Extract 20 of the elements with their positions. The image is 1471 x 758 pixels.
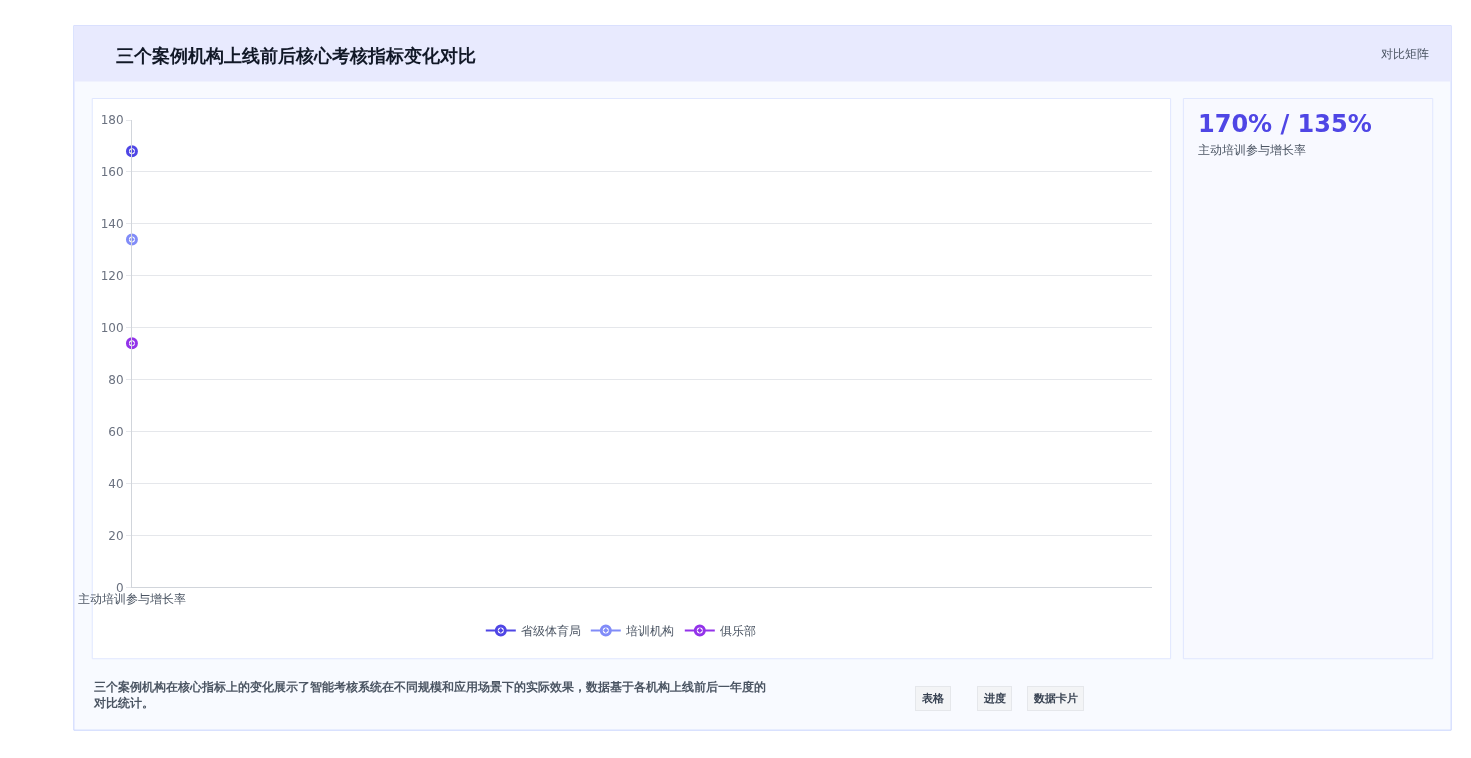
text: 对比矩阵 — [1381, 47, 1429, 61]
text: 三个案例机构在核心指标上的变化展示了智能考核系统在不同规模和应用场景下的实际效果，数据基于各机构上线前后一年度的对比统计。 — [93, 680, 766, 710]
y-tick-label: 120 — [100, 269, 124, 284]
text: 数据卡片 — [1033, 692, 1078, 705]
y-tick-label: 60 — [108, 424, 124, 439]
y-tick-label: 180 — [100, 113, 124, 128]
y-tick-label: 40 — [108, 476, 124, 491]
y-tick-label: 160 — [100, 165, 124, 180]
text: 三个案例机构上线前后核心考核指标变化对比 — [116, 45, 476, 66]
legend-label: 省级体育局 — [520, 624, 581, 639]
text: 170% / 135% — [1198, 110, 1372, 138]
text: 主动培训参与增长率 — [1198, 143, 1306, 157]
y-tick-label: 100 — [100, 320, 124, 335]
y-tick-label: 20 — [108, 528, 124, 543]
y-tick-label: 80 — [108, 372, 124, 387]
legend-label: 俱乐部 — [719, 624, 756, 639]
text: 进度 — [983, 692, 1006, 705]
legend-label: 培训机构 — [624, 624, 674, 639]
y-tick-label: 140 — [100, 217, 124, 232]
text: 表格 — [921, 692, 945, 705]
